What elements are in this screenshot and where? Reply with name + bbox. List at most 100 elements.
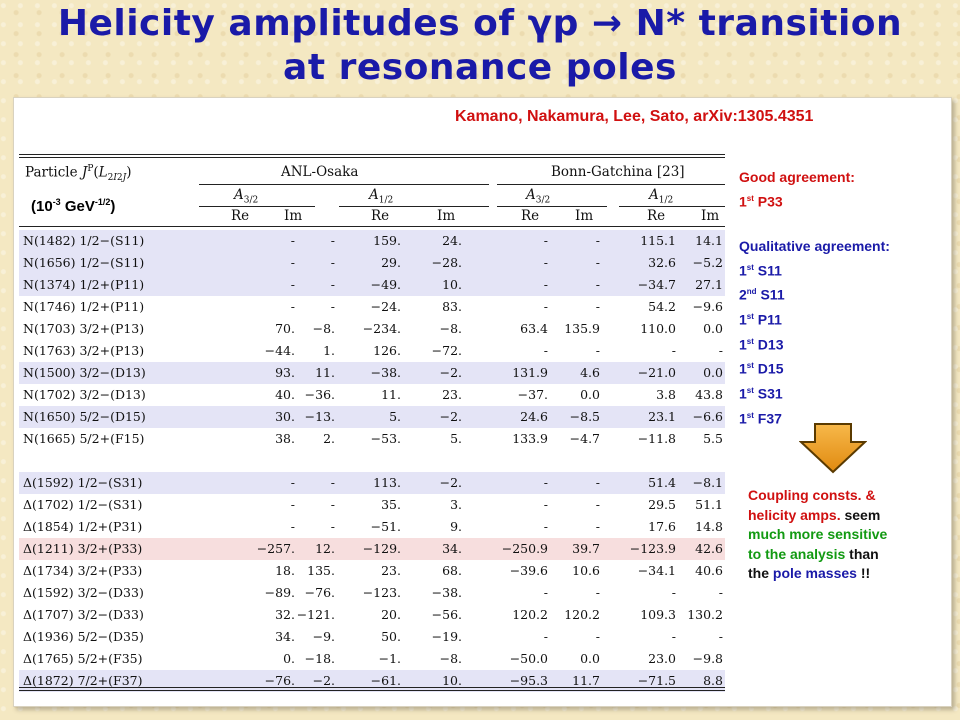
value-cell: −2. (312, 673, 335, 688)
value-cell: - (595, 233, 600, 248)
particle-cell: Δ(1211) 3/2+(P33) (23, 541, 143, 556)
table-row: Δ(1854) 1/2+(P31) - - −51. 9. - - 17.6 14.8 (19, 516, 725, 538)
note-item: 1st P11 (739, 311, 782, 328)
value-cell: 70. (275, 321, 295, 336)
table-row: Δ(1592) 1/2−(S31) - - 113. −2. - - 51.4 −8.1 (19, 472, 725, 494)
value-cell: −6.6 (692, 409, 723, 424)
value-cell: 40.6 (695, 563, 723, 578)
particle-cell: N(1703) 3/2+(P13) (23, 321, 145, 336)
particle-cell: Δ(1936) 5/2−(D35) (23, 629, 144, 644)
value-cell: 50. (381, 629, 401, 644)
table-row: Δ(1702) 1/2−(S31) - - 35. 3. - - 29.5 51.1 (19, 494, 725, 516)
value-cell: 159. (373, 233, 401, 248)
value-cell: 0.0 (703, 365, 723, 380)
value-cell: - (718, 343, 723, 358)
table-row: Δ(1872) 7/2+(F37) −76. −2. −61. 10. −95.3 11.7… (19, 670, 725, 692)
value-cell: 20. (381, 607, 401, 622)
value-cell: 34. (442, 541, 462, 556)
value-cell: 4.6 (580, 365, 600, 380)
value-cell: - (543, 343, 548, 358)
units-label: (10-3 GeV-1/2) (31, 197, 116, 215)
header-re: Re (647, 208, 666, 224)
particle-cell: Δ(1707) 3/2−(D33) (23, 607, 144, 622)
value-cell: 51.4 (648, 475, 676, 490)
table-row: N(1665) 5/2+(F15) 38. 2. −53. 5. 133.9 −4.7 −11… (19, 428, 725, 450)
note-item: 2nd S11 (739, 286, 785, 303)
particle-cell: N(1746) 1/2+(P11) (23, 299, 145, 314)
value-cell: - (595, 519, 600, 534)
particle-cell: N(1665) 5/2+(F15) (23, 431, 145, 446)
value-cell: - (718, 629, 723, 644)
a32-bg-rule (497, 206, 607, 207)
table-top-rule-2 (19, 157, 725, 158)
value-cell: −34.1 (637, 563, 676, 578)
value-cell: 135.9 (564, 321, 600, 336)
note-item: 1st D15 (739, 360, 784, 377)
value-cell: 3.8 (656, 387, 676, 402)
value-cell: −2. (439, 365, 462, 380)
value-cell: −5.2 (692, 255, 723, 270)
header-a12-bg: A1/2 (649, 187, 674, 206)
value-cell: −11.8 (637, 431, 676, 446)
note-item: 1st F37 (739, 410, 782, 427)
value-cell: 5. (389, 409, 401, 424)
value-cell: - (290, 475, 295, 490)
table-row: N(1650) 5/2−(D15) 30. −13. 5. −2. 24.6 −8.5 23.… (19, 406, 725, 428)
value-cell: - (543, 299, 548, 314)
value-cell: 42.6 (695, 541, 723, 556)
value-cell: - (543, 497, 548, 512)
value-cell: 115.1 (640, 233, 676, 248)
coupling-line-3: much more sensitive (748, 526, 888, 543)
header-re: Re (521, 208, 540, 224)
value-cell: 11. (315, 365, 335, 380)
value-cell: 110.0 (640, 321, 676, 336)
value-cell: - (543, 255, 548, 270)
value-cell: - (290, 233, 295, 248)
particle-cell: N(1656) 1/2−(S11) (23, 255, 145, 270)
particle-cell: Δ(1872) 7/2+(F37) (23, 673, 143, 688)
value-cell: - (671, 629, 676, 644)
value-cell: −9. (312, 629, 335, 644)
value-cell: 5.5 (703, 431, 723, 446)
value-cell: - (543, 519, 548, 534)
header-bonn-gatchina: Bonn-Gatchina [23] (551, 164, 685, 180)
value-cell: 12. (315, 541, 335, 556)
value-cell: 8.8 (703, 673, 723, 688)
a12-anl-rule (339, 206, 489, 207)
value-cell: −28. (431, 255, 462, 270)
value-cell: −38. (370, 365, 401, 380)
value-cell: −234. (362, 321, 401, 336)
value-cell: - (595, 585, 600, 600)
value-cell: 38. (275, 431, 295, 446)
table-row: N(1763) 3/2+(P13) −44. 1. 126. −72. - - - - (19, 340, 725, 362)
value-cell: - (290, 497, 295, 512)
value-cell: −76. (264, 673, 295, 688)
value-cell: −9.8 (692, 651, 723, 666)
coupling-line-4: to the analysis than (748, 545, 879, 562)
value-cell: - (595, 475, 600, 490)
particle-cell: Δ(1854) 1/2+(P31) (23, 519, 143, 534)
table-row: N(1482) 1/2−(S11) - - 159. 24. - - 115.1 14.1 (19, 230, 725, 252)
table-row: Δ(1734) 3/2+(P33) 18. 135. 23. 68. −39.6 10.6 −… (19, 560, 725, 582)
value-cell: −9.6 (692, 299, 723, 314)
header-im: Im (437, 208, 456, 224)
value-cell: 131.9 (512, 365, 548, 380)
header-a32-bg: A3/2 (526, 187, 551, 206)
value-cell: 0.0 (703, 321, 723, 336)
value-cell: - (330, 519, 335, 534)
value-cell: 27.1 (695, 277, 723, 292)
value-cell: −19. (431, 629, 462, 644)
table-row: Δ(1592) 3/2−(D33) −89. −76. −123. −38. - - - - (19, 582, 725, 604)
value-cell: −49. (370, 277, 401, 292)
table-row: N(1703) 3/2+(P13) 70. −8. −234. −8. 63.4 135.9… (19, 318, 725, 340)
good-agreement-heading: Good agreement: (739, 169, 855, 185)
value-cell: 113. (373, 475, 401, 490)
value-cell: −8.5 (569, 409, 600, 424)
header-a32-anl: A3/2 (234, 187, 259, 206)
value-cell: −1. (378, 651, 401, 666)
value-cell: 10. (442, 673, 462, 688)
value-cell: - (595, 277, 600, 292)
value-cell: −36. (304, 387, 335, 402)
value-cell: - (543, 629, 548, 644)
note-item: 1st P33 (739, 193, 783, 210)
